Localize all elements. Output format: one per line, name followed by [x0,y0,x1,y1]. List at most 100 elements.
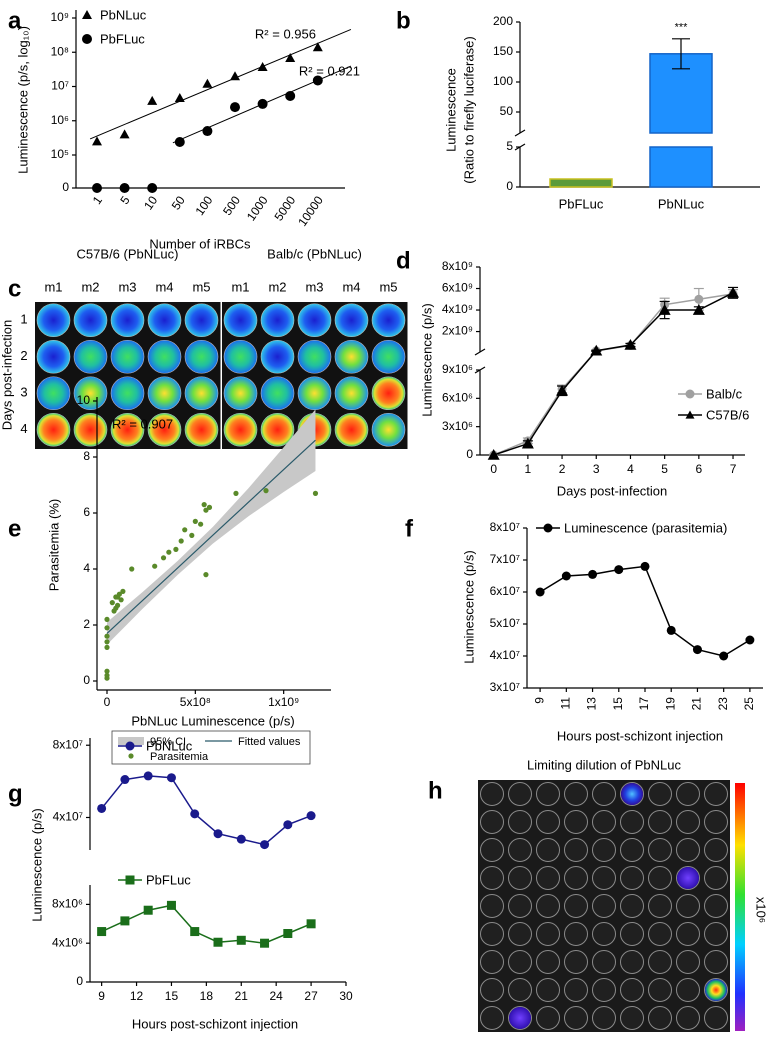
well [480,1006,504,1030]
x-tick-label: 5 [661,462,668,476]
column-label: m3 [118,279,136,294]
well [480,810,504,834]
well [648,866,672,890]
point [118,597,124,603]
axis-break [514,129,526,137]
marker [92,183,102,193]
point [198,521,204,527]
y-axis-label: Luminescence [443,68,458,152]
point [166,549,172,555]
well [297,339,332,374]
spot [509,1007,531,1029]
x-tick-label: 50 [169,193,188,212]
marker [260,840,270,850]
column-label: m3 [305,279,323,294]
well [620,922,644,946]
x-tick-label: 27 [304,989,318,1003]
well [536,922,560,946]
legend-label: PbFLuc [146,872,191,887]
well [676,922,700,946]
well [260,303,295,338]
group-title: C57B/6 (PbNLuc) [77,246,179,261]
well [648,894,672,918]
spot [677,867,699,889]
marker [119,183,130,193]
y-axis-label: Luminescence (p/s) [29,808,44,921]
well [480,950,504,974]
well [36,412,71,447]
point [104,672,110,679]
marker [306,811,316,821]
marker [143,771,153,781]
marker [230,71,240,81]
well [676,782,700,806]
point [104,668,110,674]
well [110,376,145,411]
x-tick-label: 3 [593,462,600,476]
marker [230,102,240,113]
marker [640,561,650,571]
y-axis-label: (Ratio to firefly luciferase) [461,36,476,183]
well [536,1006,560,1030]
y-tick-label: 4x10⁷ [490,648,520,662]
marker [624,339,637,350]
y-tick-label: 6 [83,505,90,519]
x-tick-label: 0 [104,695,111,709]
well [620,1006,644,1030]
y-tick-label: 200 [493,14,513,28]
fit-line [106,439,316,634]
point [178,538,184,544]
legend-label: Parasitemia [150,751,209,763]
y-axis-label: Luminescence (p/s) [419,303,434,416]
well [620,866,644,890]
x-tick-label: 18 [200,989,214,1003]
x-tick-label: 0 [490,462,497,476]
x-tick-label: 12 [130,989,144,1003]
well [536,894,560,918]
point [116,591,122,597]
marker [306,919,316,929]
y-tick-label: 10⁷ [51,79,69,93]
marker [166,900,176,910]
well [480,782,504,806]
well [564,782,588,806]
marker [561,571,571,581]
line [101,775,312,846]
well [371,339,406,374]
y-tick-label: 0 [466,447,473,461]
y-tick-label: 4 [83,561,90,575]
well [371,412,406,447]
marker [719,651,729,661]
marker [143,905,153,915]
marker [174,136,185,147]
marker [283,820,293,830]
well [564,866,588,890]
panel-letter: h [428,777,443,804]
well [508,782,532,806]
x-tick-label: 1 [90,193,105,207]
well [620,838,644,862]
column-label: m2 [81,279,99,294]
colorbar-label: x10⁶ [754,897,769,923]
point [233,490,239,496]
column-label: m5 [379,279,397,294]
legend-marker [543,523,553,533]
column-label: m4 [342,279,360,294]
x-tick-label: 10 [141,193,160,212]
well [592,838,616,862]
x-tick-label: 17 [637,697,651,711]
legend-marker [82,10,92,19]
y-tick-label: 3x10⁷ [490,680,520,694]
well [620,978,644,1002]
well [592,950,616,974]
well [147,376,182,411]
point [206,504,213,510]
well [147,412,182,447]
x-tick-label: 6 [695,462,702,476]
group-title: Balb/c (PbNLuc) [267,246,362,261]
y-tick-label: 7x10⁷ [490,552,520,566]
point [115,602,121,609]
well [260,412,295,447]
y-axis-label: Parasitemia (%) [46,499,61,591]
